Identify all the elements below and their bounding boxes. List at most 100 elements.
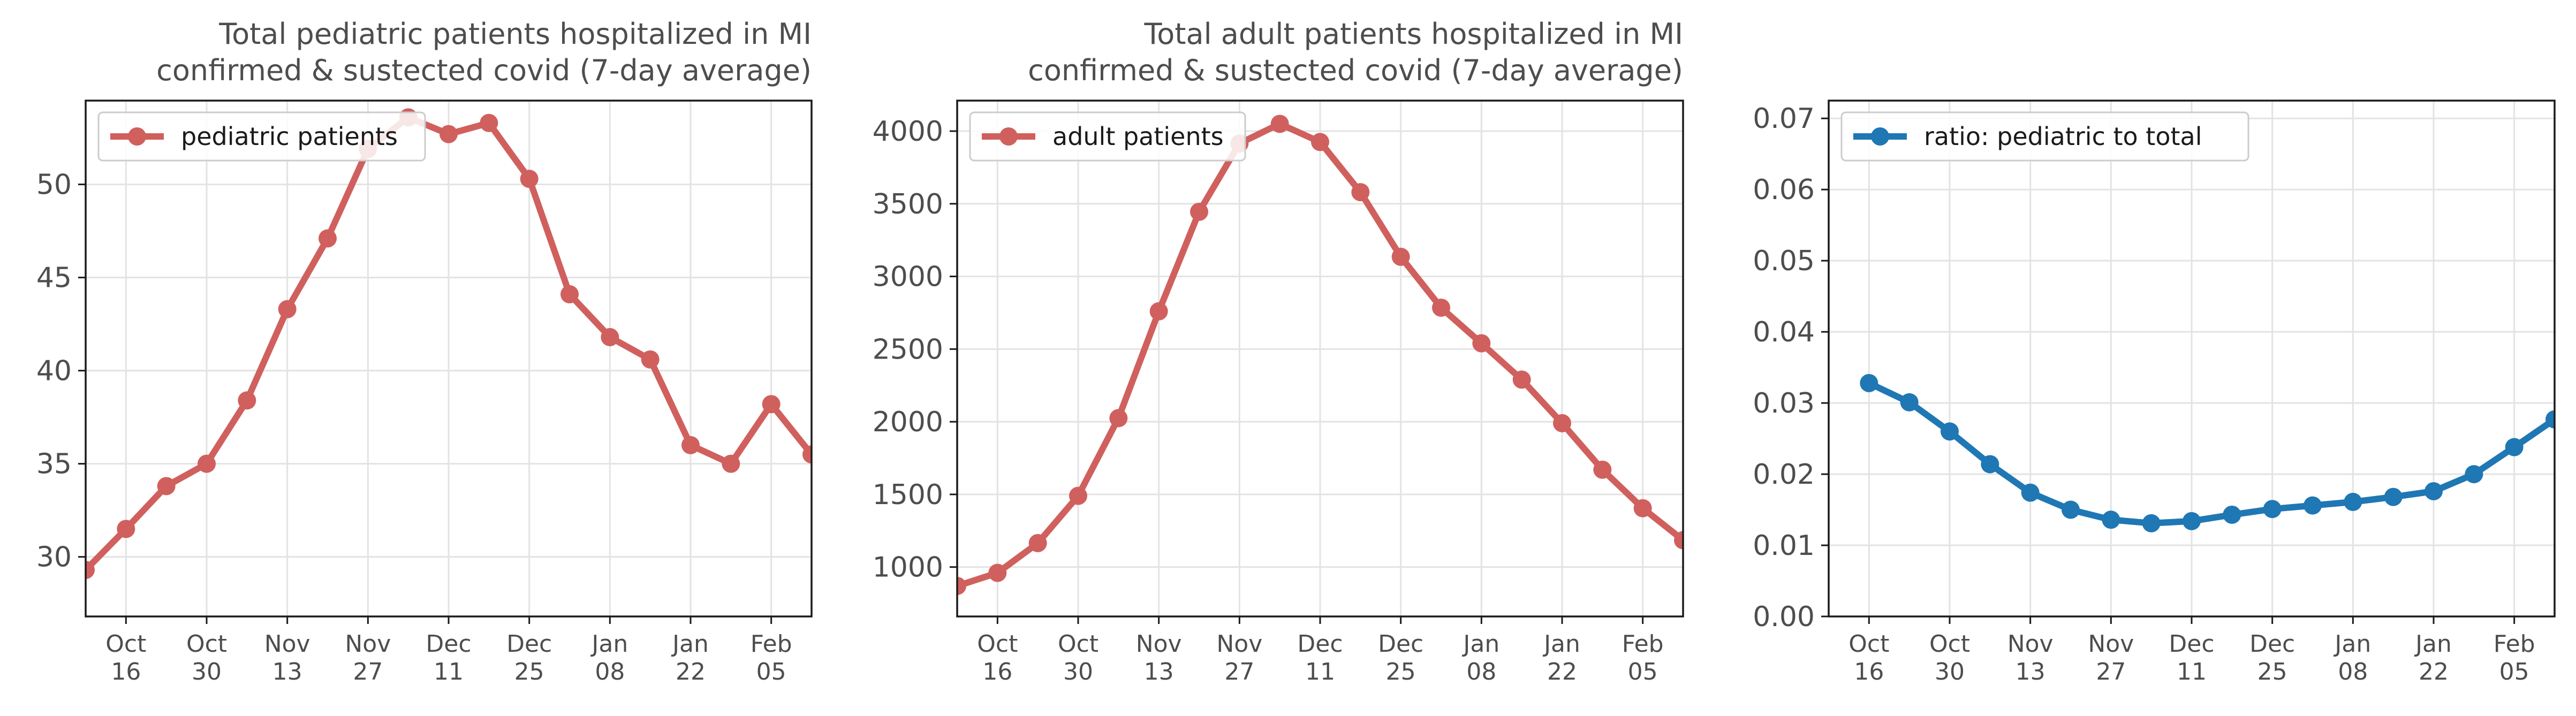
data-point <box>1311 133 1329 151</box>
legend: pediatric patients <box>97 111 426 162</box>
legend: adult patients <box>969 111 1246 162</box>
x-tick-label: Jan 08 <box>2333 630 2371 685</box>
data-point <box>802 445 812 464</box>
data-point <box>2183 512 2201 530</box>
data-point <box>1981 455 1999 474</box>
data-point <box>1633 499 1652 517</box>
x-tick-label: Jan 08 <box>590 630 628 685</box>
y-tick-label: 0.04 <box>1753 316 1815 348</box>
x-tick-label: Dec 11 <box>2169 630 2214 685</box>
data-point <box>1860 374 1878 392</box>
legend: ratio: pediatric to total <box>1840 111 2249 162</box>
chart-panel-3: Oct 16 Oct 30 Nov 13 Nov 27 Dec 11 Dec 25 Jan 08 Jan 22… <box>1753 100 2556 685</box>
x-tick-label: Feb 05 <box>751 630 792 685</box>
data-point <box>319 229 337 248</box>
data-point <box>957 576 966 595</box>
y-tick-label: 0.02 <box>1753 459 1815 491</box>
data-point <box>117 520 135 538</box>
x-tick-label: Nov 27 <box>345 630 391 685</box>
x-tick-label: Jan 22 <box>671 630 709 685</box>
data-point <box>2465 465 2483 484</box>
x-tick-label: Nov 13 <box>264 630 310 685</box>
data-point <box>2102 511 2120 529</box>
x-tick-label: Nov 13 <box>2007 630 2054 685</box>
data-point <box>520 170 539 188</box>
legend-box <box>1840 111 2249 162</box>
data-point <box>2505 438 2524 456</box>
data-point <box>2021 483 2040 502</box>
data-point <box>440 125 458 143</box>
data-point <box>1512 370 1531 389</box>
y-tick-label: 50 <box>36 169 72 201</box>
x-tick-label: Dec 25 <box>2249 630 2295 685</box>
legend-label: adult patients <box>1052 122 1224 151</box>
data-point <box>238 391 256 410</box>
legend-marker <box>999 127 1018 146</box>
x-tick-label: Jan 22 <box>1542 630 1580 685</box>
data-point <box>1351 183 1370 202</box>
y-tick-label: 40 <box>36 355 72 387</box>
legend-box <box>969 111 1246 162</box>
series-line <box>1867 380 2555 527</box>
data-point <box>1109 409 1128 428</box>
x-tick-label: Nov 27 <box>2088 630 2134 685</box>
data-point <box>762 395 781 414</box>
data-point <box>2344 492 2362 511</box>
y-tick-label: 1500 <box>873 479 943 511</box>
chart-panel-2: Oct 16 Oct 30 Nov 13 Nov 27 Dec 11 Dec 25 Jan 08 Jan 22… <box>873 17 1684 685</box>
legend-label: ratio: pediatric to total <box>1924 122 2202 151</box>
chart-title: Total adult patients hospitalized in MI c… <box>1028 17 1683 87</box>
x-tick-label: Nov 13 <box>1136 630 1182 685</box>
data-point <box>2062 500 2080 519</box>
x-tick-label: Oct 16 <box>1848 630 1889 685</box>
series-1 <box>1860 374 2555 532</box>
data-point <box>2263 500 2282 519</box>
data-point <box>157 477 176 496</box>
x-tick-label: Nov 27 <box>1216 630 1262 685</box>
data-point <box>278 300 297 318</box>
data-point <box>2304 496 2322 515</box>
x-tick-label: Feb 05 <box>1622 630 1664 685</box>
y-tick-label: 2000 <box>873 406 943 438</box>
y-tick-label: 35 <box>36 448 72 481</box>
data-point <box>1391 247 1410 266</box>
chart-title: Total pediatric patients hospitalized in… <box>156 17 812 87</box>
x-tick-label: Jan 08 <box>1461 630 1499 685</box>
data-point <box>722 454 740 473</box>
y-tick-label: 4000 <box>873 116 943 148</box>
y-tick-label: 45 <box>36 262 72 294</box>
x-tick-label: Dec 11 <box>1297 630 1343 685</box>
chart-panel-1: Oct 16 Oct 30 Nov 13 Nov 27 Dec 11 Dec 25 Jan 08 Jan 22… <box>36 17 813 685</box>
data-point <box>2425 482 2443 500</box>
y-tick-label: 0.05 <box>1753 245 1815 277</box>
legend-box <box>97 111 426 162</box>
data-point <box>1593 460 1612 479</box>
y-tick-label: 3000 <box>873 261 943 293</box>
data-point <box>1674 531 1683 550</box>
y-tick-label: 1000 <box>873 552 943 584</box>
x-tick-label: Oct 16 <box>977 630 1018 685</box>
y-tick-label: 0.03 <box>1753 387 1815 420</box>
data-point <box>2545 410 2555 429</box>
y-tick-label: 0.07 <box>1753 103 1815 135</box>
y-tick-label: 3500 <box>873 188 943 220</box>
legend-marker <box>128 127 146 146</box>
data-point <box>601 327 619 346</box>
data-point <box>2223 505 2241 524</box>
y-tick-label: 2500 <box>873 333 943 365</box>
legend-label: pediatric patients <box>181 122 398 151</box>
data-point <box>2142 514 2161 532</box>
y-tick-label: 30 <box>36 542 72 574</box>
legend-marker <box>1871 127 1889 146</box>
data-point <box>1028 534 1047 552</box>
data-point <box>86 561 95 579</box>
y-tick-label: 0.06 <box>1753 174 1815 206</box>
data-point <box>1472 334 1491 353</box>
data-point <box>480 113 498 132</box>
series-1 <box>86 108 812 579</box>
x-tick-label: Dec 25 <box>1378 630 1423 685</box>
data-point <box>198 454 216 473</box>
data-point <box>560 285 579 303</box>
data-point <box>988 563 1007 582</box>
